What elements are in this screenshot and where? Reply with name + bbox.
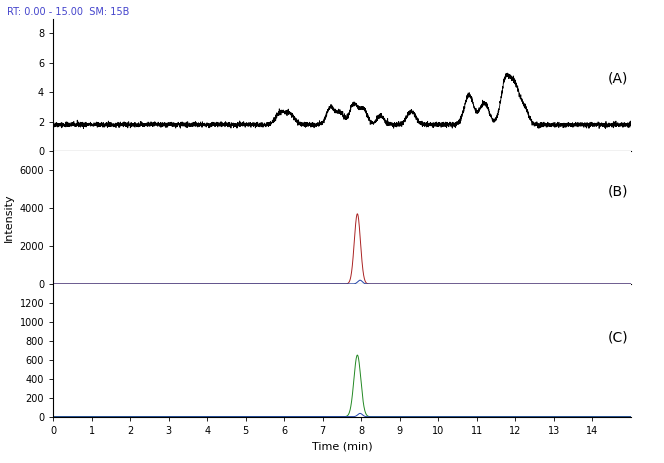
- X-axis label: Time (min): Time (min): [311, 441, 373, 451]
- Y-axis label: Intensity: Intensity: [4, 193, 14, 242]
- Text: (B): (B): [608, 184, 628, 198]
- Text: RT: 0.00 - 15.00  SM: 15B: RT: 0.00 - 15.00 SM: 15B: [7, 7, 129, 17]
- Text: (C): (C): [608, 330, 628, 344]
- Text: (A): (A): [608, 71, 628, 85]
